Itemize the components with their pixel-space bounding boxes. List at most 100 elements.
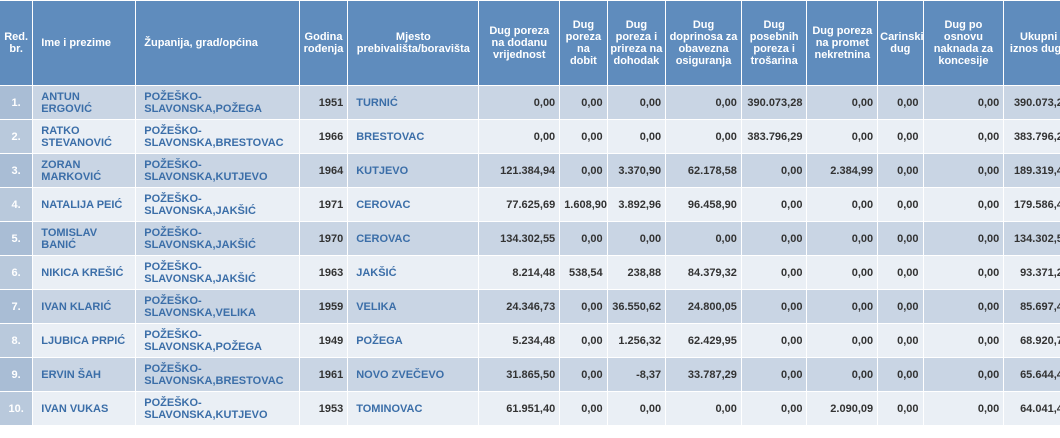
table-cell: 1.256,32 (607, 324, 666, 357)
table-cell: 9. (0, 358, 33, 391)
table-cell: 189.319,41 (1004, 154, 1060, 187)
table-cell: 0,00 (741, 392, 807, 425)
table-cell: 24.800,05 (666, 290, 741, 323)
table-cell: 2. (0, 120, 33, 153)
table-cell: 1970 (299, 222, 348, 255)
table-cell: 24.346,73 (479, 290, 560, 323)
table-cell: 6. (0, 256, 33, 289)
header-cell: Carinski dug (878, 1, 924, 85)
table-body: 1. ANTUN ERGOVIĆ POŽEŠKO-SLAVONSKA,POŽEGA 1… (0, 86, 1060, 425)
table-row: 9. ERVIN ŠAH POŽEŠKO-SLAVONSKA,BRESTOVAC 19… (0, 358, 1060, 391)
table-cell: POŽEŠKO-SLAVONSKA,KUTJEVO (136, 392, 299, 425)
table-cell: 0,00 (741, 290, 807, 323)
table-cell: 1951 (299, 86, 348, 119)
table-cell: POŽEGA (348, 324, 479, 357)
table-cell: 0,00 (607, 392, 666, 425)
header-row: Red. br. Ime i prezime Županija, grad/opći… (0, 1, 1060, 85)
table-cell: 0,00 (807, 120, 878, 153)
table-cell: 1953 (299, 392, 348, 425)
table-cell: 0,00 (607, 86, 666, 119)
table-cell: 0,00 (807, 86, 878, 119)
header-cell: Županija, grad/općina (136, 1, 299, 85)
header-cell: Ime i prezime (33, 1, 136, 85)
table-row: 3. ZORAN MARKOVIĆ POŽEŠKO-SLAVONSKA,KUTJEV… (0, 154, 1060, 187)
table-cell: 383.796,29 (1004, 120, 1060, 153)
table-cell: 0,00 (479, 120, 560, 153)
table-row: 4. NATALIJA PEIĆ POŽEŠKO-SLAVONSKA,JAKŠIĆ 1… (0, 188, 1060, 221)
table-cell: TOMISLAV BANIĆ (33, 222, 136, 255)
table-cell: 0,00 (560, 324, 607, 357)
table-cell: KUTJEVO (348, 154, 479, 187)
table-cell: 96.458,90 (666, 188, 741, 221)
table-cell: 179.586,45 (1004, 188, 1060, 221)
table-row: 2. RATKO STEVANOVIĆ POŽEŠKO-SLAVONSKA,BRES… (0, 120, 1060, 153)
table-cell: 0,00 (878, 324, 923, 357)
table-cell: 65.644,42 (1004, 358, 1060, 391)
debt-table: Red. br. Ime i prezime Županija, grad/opći… (0, 1, 1060, 425)
table-cell: 1963 (299, 256, 348, 289)
table-cell: 121.384,94 (479, 154, 560, 187)
table-cell: 1959 (299, 290, 348, 323)
table-cell: 390.073,28 (1004, 86, 1060, 119)
table-cell: 0,00 (807, 222, 878, 255)
table-cell: 1949 (299, 324, 348, 357)
table-cell: 538,54 (560, 256, 607, 289)
table-cell: NIKICA KREŠIĆ (33, 256, 136, 289)
table-cell: 0,00 (666, 120, 741, 153)
table-cell: 1971 (299, 188, 348, 221)
table-cell: 134.302,55 (479, 222, 560, 255)
table-cell: 62.429,95 (666, 324, 741, 357)
table-cell: 0,00 (923, 358, 1004, 391)
table-cell: JAKŠIĆ (348, 256, 479, 289)
table-cell: 0,00 (878, 86, 923, 119)
table-cell: 0,00 (560, 392, 607, 425)
header-cell: Mjesto prebivališta/boravišta (348, 1, 479, 85)
table-cell: 0,00 (560, 358, 607, 391)
table-cell: 383.796,29 (741, 120, 807, 153)
header-cell: Dug po osnovu naknada za koncesije (923, 1, 1004, 85)
table-cell: 93.371,22 (1004, 256, 1060, 289)
table-cell: ANTUN ERGOVIĆ (33, 86, 136, 119)
table-cell: 0,00 (560, 222, 607, 255)
table-cell: 0,00 (741, 324, 807, 357)
table-row: 7. IVAN KLARIĆ POŽEŠKO-SLAVONSKA,VELIKA 195… (0, 290, 1060, 323)
table-cell: POŽEŠKO-SLAVONSKA,KUTJEVO (136, 154, 299, 187)
table-cell: 5.234,48 (479, 324, 560, 357)
table-cell: 68.920,75 (1004, 324, 1060, 357)
table-cell: 36.550,62 (607, 290, 666, 323)
table-cell: IVAN VUKAS (33, 392, 136, 425)
table-row: 6. NIKICA KREŠIĆ POŽEŠKO-SLAVONSKA,JAKŠIĆ 1… (0, 256, 1060, 289)
table-cell: 0,00 (923, 188, 1004, 221)
table-cell: 0,00 (560, 86, 607, 119)
table-cell: 0,00 (560, 154, 607, 187)
table-cell: 0,00 (923, 256, 1004, 289)
table-cell: 64.041,49 (1004, 392, 1060, 425)
table-cell: NATALIJA PEIĆ (33, 188, 136, 221)
table-cell: 0,00 (607, 222, 666, 255)
table-cell: 0,00 (923, 86, 1004, 119)
table-cell: CEROVAC (348, 222, 479, 255)
header-cell: Dug poreza na dobit (560, 1, 607, 85)
table-cell: NOVO ZVEČEVO (348, 358, 479, 391)
table-cell: 0,00 (807, 256, 878, 289)
table-cell: 61.951,40 (479, 392, 560, 425)
table-cell: POŽEŠKO-SLAVONSKA,VELIKA (136, 290, 299, 323)
table-cell: 84.379,32 (666, 256, 741, 289)
table-cell: -8,37 (607, 358, 666, 391)
header-cell: Dug doprinosa za obavezna osiguranja (666, 1, 741, 85)
table-cell: 1. (0, 86, 33, 119)
table-cell: 0,00 (666, 392, 741, 425)
table-cell: 134.302,55 (1004, 222, 1060, 255)
table-cell: 33.787,29 (666, 358, 741, 391)
table-cell: 0,00 (560, 120, 607, 153)
table-cell: 0,00 (923, 290, 1004, 323)
table-cell: 390.073,28 (741, 86, 807, 119)
table-cell: POŽEŠKO-SLAVONSKA,JAKŠIĆ (136, 188, 299, 221)
table-cell: RATKO STEVANOVIĆ (33, 120, 136, 153)
table-cell: 85.697,40 (1004, 290, 1060, 323)
table-cell: POŽEŠKO-SLAVONSKA,JAKŠIĆ (136, 222, 299, 255)
header-cell: Red. br. (0, 1, 33, 85)
table-cell: 0,00 (560, 290, 607, 323)
table-cell: POŽEŠKO-SLAVONSKA,BRESTOVAC (136, 358, 299, 391)
